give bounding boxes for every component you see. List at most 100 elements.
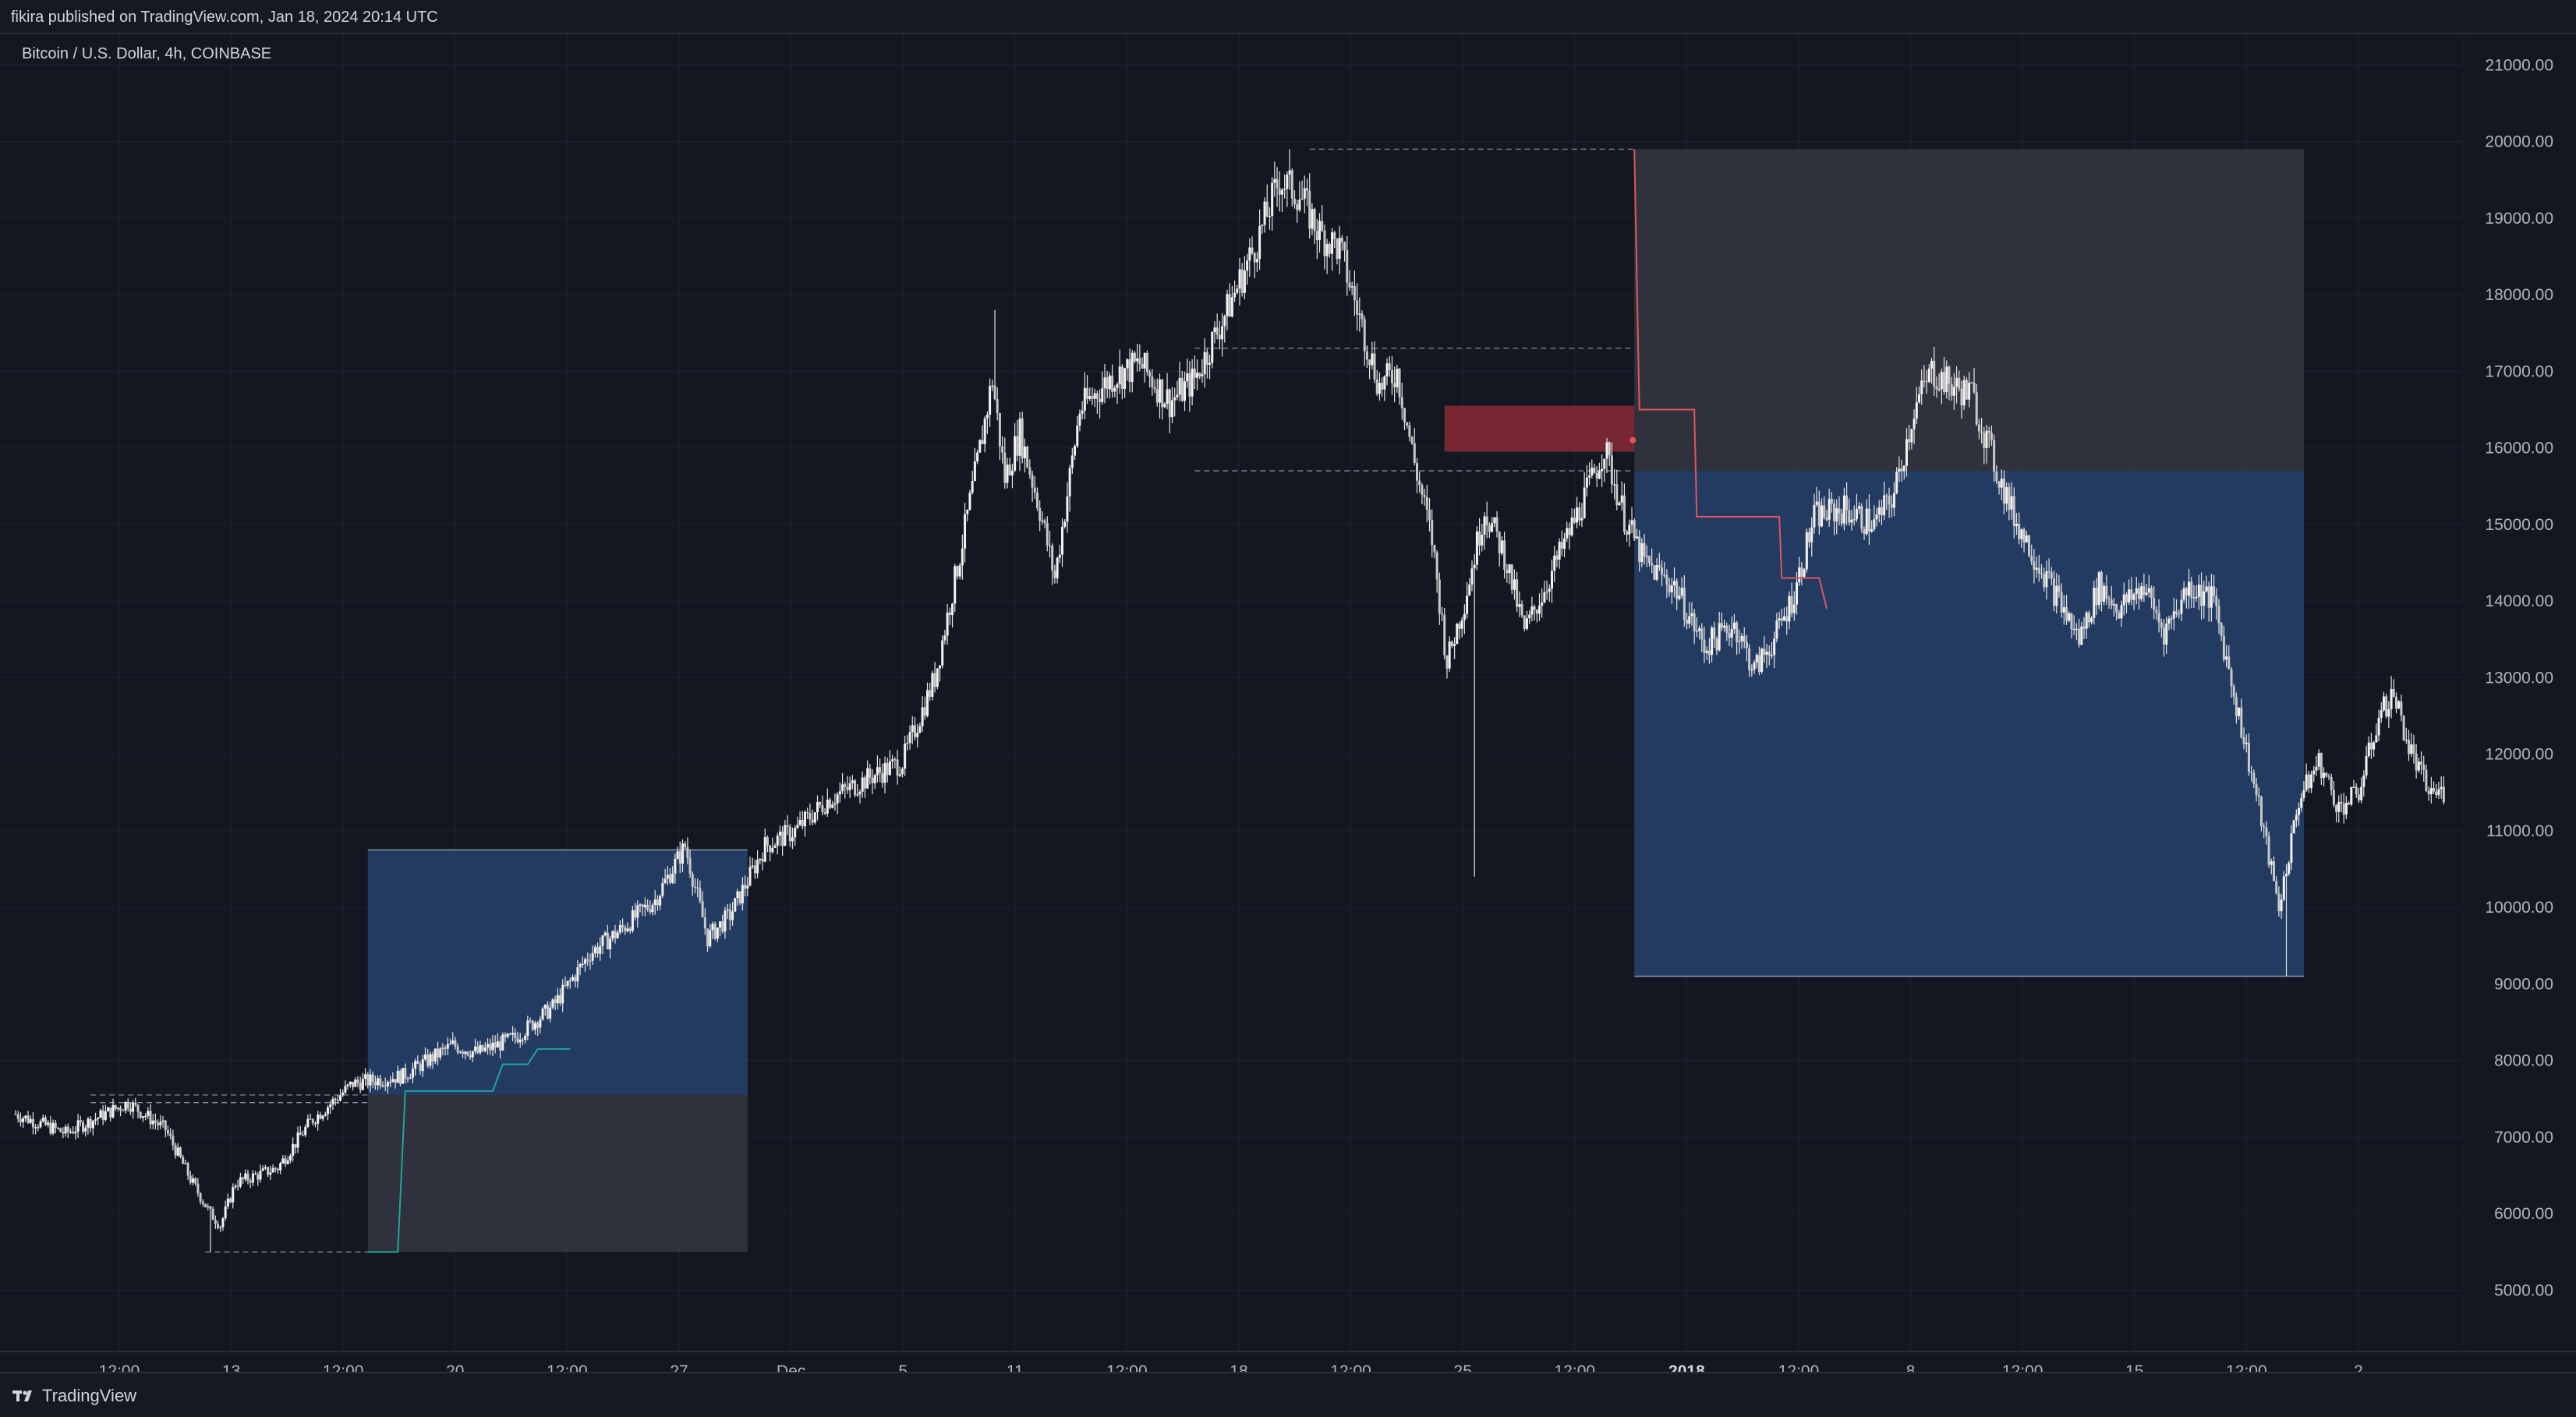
candle-body bbox=[1842, 495, 1845, 524]
candle-body bbox=[1541, 602, 1544, 606]
chart-area[interactable]: 5000.00 6000.00 7000.00 8000.00 9000.00 10000… bbox=[0, 34, 2576, 1372]
candle-body bbox=[107, 1107, 110, 1111]
candle bbox=[136, 1104, 140, 1118]
candle bbox=[668, 868, 671, 885]
candle-body bbox=[1363, 319, 1366, 352]
candle-body bbox=[2272, 861, 2275, 882]
candle bbox=[384, 1077, 387, 1091]
candle bbox=[746, 877, 749, 896]
candle-body bbox=[1723, 625, 1726, 628]
candle bbox=[109, 1107, 112, 1122]
candle bbox=[1915, 387, 1918, 424]
candle-body bbox=[1958, 377, 1961, 389]
candle bbox=[2097, 571, 2100, 610]
price-axis[interactable]: 5000.006000.007000.008000.009000.0010000… bbox=[2485, 56, 2553, 1299]
candle bbox=[76, 1113, 80, 1138]
candle bbox=[756, 850, 759, 878]
candle-body bbox=[172, 1136, 175, 1146]
candle-body bbox=[232, 1187, 235, 1203]
candle-body bbox=[1553, 555, 1556, 571]
candle-body bbox=[1081, 410, 1084, 414]
price-tick-label: 6000.00 bbox=[2494, 1205, 2553, 1223]
candle bbox=[2410, 733, 2413, 758]
candle-body bbox=[306, 1118, 310, 1127]
candle bbox=[741, 877, 744, 911]
candle bbox=[1563, 532, 1566, 557]
candle bbox=[883, 756, 886, 793]
short-target-zone bbox=[1634, 471, 2304, 977]
candle bbox=[2433, 781, 2436, 794]
candle-body bbox=[1923, 380, 1926, 382]
candle-body bbox=[2230, 669, 2233, 687]
candle bbox=[1061, 518, 1064, 567]
candle-body bbox=[1215, 327, 1219, 335]
symbol-legend[interactable]: Bitcoin / U.S. Dollar, 4h, COINBASE bbox=[22, 45, 272, 62]
candle-body bbox=[2238, 707, 2241, 716]
candle bbox=[1143, 352, 1146, 383]
candle bbox=[1023, 438, 1026, 473]
candle bbox=[1383, 375, 1386, 401]
candle-body bbox=[1850, 519, 1853, 523]
candle-body bbox=[1230, 297, 1233, 317]
candle bbox=[711, 921, 714, 939]
candle-body bbox=[2387, 708, 2390, 717]
candle bbox=[1433, 544, 1436, 559]
candle-body bbox=[786, 825, 789, 827]
candle-body bbox=[1158, 379, 1161, 403]
candle-body bbox=[1800, 567, 1803, 577]
candle bbox=[1645, 545, 1648, 567]
candle-body bbox=[1523, 615, 1526, 629]
candle bbox=[1792, 591, 1796, 621]
candle-body bbox=[641, 904, 644, 907]
candle bbox=[191, 1174, 194, 1186]
candle bbox=[1748, 644, 1751, 677]
candle bbox=[219, 1225, 222, 1232]
candle-body bbox=[2153, 597, 2156, 610]
candle-body bbox=[1328, 243, 1331, 254]
candle-body bbox=[1286, 174, 1289, 189]
candle bbox=[1039, 500, 1042, 532]
candle bbox=[2185, 587, 2188, 609]
candle bbox=[1743, 627, 1746, 648]
candle bbox=[436, 1041, 439, 1065]
candle bbox=[2160, 618, 2163, 638]
candle bbox=[2122, 582, 2125, 616]
price-chart[interactable]: 5000.006000.007000.008000.009000.0010000… bbox=[0, 34, 2576, 1372]
candle bbox=[628, 926, 632, 934]
candle-body bbox=[621, 924, 625, 928]
candle bbox=[1458, 621, 1461, 640]
candle bbox=[948, 607, 951, 626]
candle-body bbox=[634, 910, 637, 918]
candle bbox=[1088, 387, 1092, 401]
tradingview-brand[interactable]: TradingView bbox=[12, 1386, 136, 1406]
candle bbox=[1400, 382, 1403, 420]
candle bbox=[719, 921, 722, 937]
candle-body bbox=[2137, 588, 2140, 599]
candle bbox=[336, 1095, 339, 1104]
candle bbox=[1403, 408, 1406, 430]
candle bbox=[951, 602, 954, 628]
candle-body bbox=[1246, 260, 1249, 271]
candle bbox=[1363, 316, 1366, 366]
candle-body bbox=[2408, 740, 2411, 754]
candle-body bbox=[1368, 359, 1371, 366]
candle-body bbox=[1336, 239, 1339, 260]
candle bbox=[1306, 178, 1309, 207]
candle-body bbox=[626, 928, 629, 931]
candle bbox=[2319, 752, 2323, 785]
candle-body bbox=[1736, 622, 1739, 642]
candle-body bbox=[1537, 606, 1541, 614]
candle-body bbox=[639, 904, 642, 906]
time-axis[interactable]: 12:00 13 12:00 20 12:00 27 Dec 5 11 12:00 18 12:00 2… bbox=[99, 1362, 2363, 1372]
candle bbox=[2270, 858, 2273, 875]
candle bbox=[2429, 776, 2433, 804]
candle-body bbox=[276, 1168, 279, 1171]
candle-body bbox=[1883, 495, 1886, 516]
candle-body bbox=[2175, 611, 2178, 614]
candle bbox=[37, 1124, 40, 1132]
candle bbox=[896, 750, 899, 785]
candle bbox=[844, 781, 847, 799]
candle-body bbox=[2130, 589, 2133, 600]
candle-body bbox=[2025, 535, 2028, 542]
candle-body bbox=[1431, 519, 1434, 546]
